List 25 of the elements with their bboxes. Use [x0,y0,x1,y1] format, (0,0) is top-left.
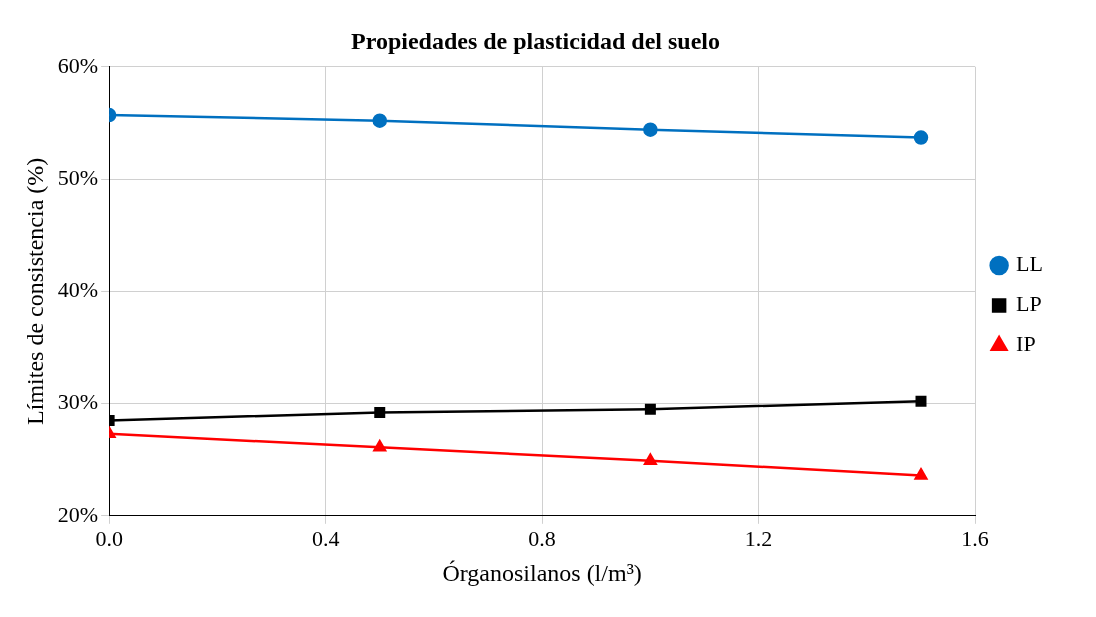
point [644,403,656,415]
y-tick-label: 50% [57,164,99,190]
y-tick-label: 30% [57,389,99,415]
x-tick-label: 0.8 [528,525,556,551]
legend-label: LP [1016,291,1042,317]
point [913,130,929,145]
x-tick-label: 0.4 [311,525,340,551]
x-tick-label: 1.6 [961,525,989,551]
y-axis-title: Límites de consistencia (%) [21,157,48,425]
y-tick-label: 40% [57,277,99,303]
point [915,395,927,407]
x-tick-label: 0.0 [95,525,123,551]
point [374,407,386,419]
point [373,440,387,452]
x-tick-label: 1.2 [744,525,773,551]
y-tick-label: 60% [57,52,99,78]
point [643,453,657,466]
point [914,468,928,480]
point [643,122,658,137]
point [372,113,387,128]
y-tick-label: 20% [57,501,99,527]
chart-title: Propiedades de plasticidad del suelo [351,27,720,54]
legend-label: IP [1016,331,1036,357]
legend-label: LL [1016,251,1044,277]
x-axis-title: Órganosilanos (l/m³) [442,559,642,586]
